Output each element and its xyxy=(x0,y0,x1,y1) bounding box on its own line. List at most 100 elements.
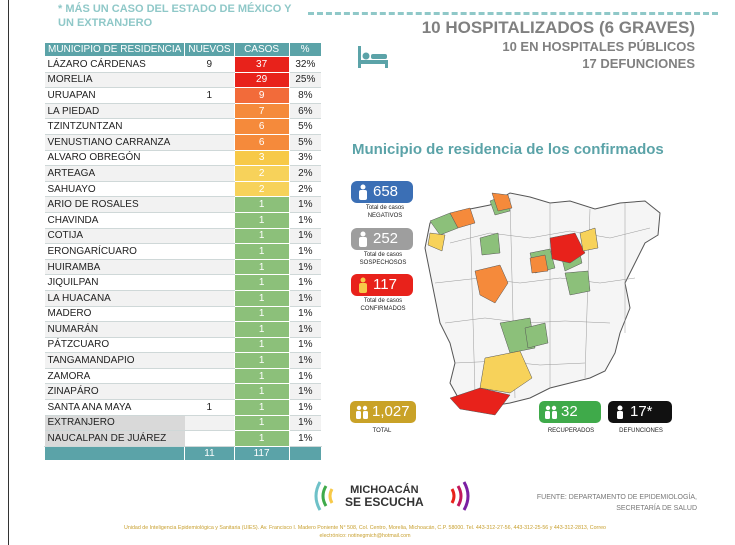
recuperados-badge: 32 xyxy=(539,401,601,423)
municipio-cell: EXTRANJERO xyxy=(44,415,185,432)
nuevos-cell: 1 xyxy=(184,399,235,416)
nuevos-cell xyxy=(184,415,235,432)
table-row: CHAVINDA 1 1% xyxy=(44,211,322,229)
table-row: ERONGARÍCUARO 1 1% xyxy=(44,243,322,260)
publicos-text: 10 EN HOSPITALES PÚBLICOS xyxy=(502,39,695,54)
pct-cell: 1% xyxy=(289,212,322,229)
casos-cell: 1 xyxy=(233,336,290,354)
casos-cell: 1 xyxy=(233,399,290,416)
total-label xyxy=(43,445,186,461)
nuevos-cell xyxy=(184,196,235,213)
casos-cell: 1 xyxy=(233,196,290,213)
nuevos-cell: 1 xyxy=(184,87,235,104)
michoacan-map xyxy=(424,192,661,416)
casos-cell: 37 xyxy=(233,56,290,73)
table-row: MADERO 1 1% xyxy=(44,305,322,323)
sospechosos-badge: 252 xyxy=(351,228,413,250)
recuperados-caption: RECUPERADOS xyxy=(547,428,595,434)
recuperados-value: 32 xyxy=(561,403,578,420)
casos-cell: 3 xyxy=(233,149,290,167)
municipio-cell: VENUSTIANO CARRANZA xyxy=(44,134,185,151)
negativos-badge: 658 xyxy=(351,181,413,203)
municipio-cell: NUMARÁN xyxy=(44,321,185,338)
pct-cell: 1% xyxy=(289,228,322,245)
table-row: SANTA ANA MAYA 1 1 1% xyxy=(44,399,322,416)
footer-line2: electrónico: notinegmich@hotmail.com xyxy=(319,533,411,539)
table-row: EXTRANJERO 1 1% xyxy=(44,414,322,432)
pct-cell: 32% xyxy=(289,56,322,73)
negativos-caption: Total de casos NEGATIVOS xyxy=(365,205,405,219)
sospechosos-value: 252 xyxy=(373,230,399,247)
pct-cell: 1% xyxy=(289,430,322,447)
nuevos-cell xyxy=(184,243,235,260)
note-text: * MÁS UN CASO DEL ESTADO DE MÉXICO Y UN … xyxy=(58,3,292,29)
person-icon xyxy=(359,184,367,200)
pct-cell: 1% xyxy=(289,321,322,338)
table-row: PÁTZCUARO 1 1% xyxy=(44,336,322,354)
total-pct xyxy=(288,445,322,461)
pct-cell: 8% xyxy=(289,87,322,104)
footer-line1: Unidad de Inteligencia Epidemiológica y … xyxy=(124,525,606,531)
table-row: LA PIEDAD 7 6% xyxy=(44,102,322,120)
defunciones-text: 17 DEFUNCIONES xyxy=(582,56,695,71)
sospechosos-caption: Total de casos SOSPECHOSOS xyxy=(359,252,407,266)
map-title: Municipio de residencia de los confirmad… xyxy=(352,141,664,158)
header-pct: % xyxy=(288,42,322,57)
casos-cell: 2 xyxy=(233,180,290,198)
pct-cell: 2% xyxy=(289,181,322,198)
table-row: HUIRAMBA 1 1% xyxy=(44,258,322,276)
nuevos-cell xyxy=(184,321,235,338)
total-casos: 117 xyxy=(233,445,290,461)
table-row: ARTEAGA 2 2% xyxy=(44,165,322,182)
nuevos-cell xyxy=(184,165,235,182)
nuevos-cell xyxy=(184,228,235,245)
pct-cell: 1% xyxy=(289,290,322,307)
table-row: COTIJA 1 1% xyxy=(44,227,322,245)
casos-cell: 9 xyxy=(233,87,290,104)
table-row: MORELIA 29 25% xyxy=(44,71,322,89)
nuevos-cell xyxy=(184,383,235,401)
nuevos-cell xyxy=(184,212,235,229)
table-row: TZINTZUNTZAN 6 5% xyxy=(44,118,322,135)
pct-cell: 6% xyxy=(289,103,322,120)
casos-cell: 1 xyxy=(233,227,290,245)
defunciones-caption: DEFUNCIONES xyxy=(619,428,663,434)
casos-cell: 1 xyxy=(233,289,290,307)
confirmados-value: 117 xyxy=(373,276,397,293)
casos-cell: 7 xyxy=(233,102,290,120)
table-row: NUMARÁN 1 1% xyxy=(44,321,322,338)
footer-text: Unidad de Inteligencia Epidemiológica y … xyxy=(40,524,690,540)
total-badge: 1,027 xyxy=(350,401,416,423)
table-row: JIQUILPAN 1 1% xyxy=(44,274,322,291)
hospitalizados-text: 10 HOSPITALIZADOS (6 GRAVES) xyxy=(421,18,695,37)
casos-cell: 1 xyxy=(233,430,290,447)
total-caption: TOTAL xyxy=(372,428,392,434)
municipio-cell: SAHUAYO xyxy=(44,181,185,198)
person-icon xyxy=(617,405,623,419)
pct-cell: 1% xyxy=(289,274,322,291)
casos-cell: 1 xyxy=(233,414,290,432)
municipio-cell: MORELIA xyxy=(44,72,185,89)
municipio-cell: LA HUACANA xyxy=(44,290,185,307)
casos-cell: 1 xyxy=(233,383,290,401)
municipio-cell: TANGAMANDAPIO xyxy=(44,352,185,369)
casos-cell: 6 xyxy=(233,118,290,135)
pct-cell: 2% xyxy=(289,165,322,182)
pct-cell: 5% xyxy=(289,118,322,135)
nuevos-cell xyxy=(184,118,235,135)
table-row: ARIO DE ROSALES 1 1% xyxy=(44,196,322,213)
source-text: FUENTE: DEPARTAMENTO DE EPIDEMIOLOGÍA, S… xyxy=(537,492,697,514)
municipio-cell: CHAVINDA xyxy=(44,212,185,229)
defunciones-value: 17* xyxy=(630,403,653,420)
table-row: VENUSTIANO CARRANZA 6 5% xyxy=(44,133,322,151)
pct-cell: 1% xyxy=(289,259,322,276)
table-row: NAUCALPAN DE JUÁREZ 1 1% xyxy=(44,430,322,447)
table-row: ZINAPÁRO 1 1% xyxy=(44,383,322,401)
nuevos-cell xyxy=(184,337,235,354)
nuevos-cell xyxy=(184,259,235,276)
pct-cell: 1% xyxy=(289,383,322,401)
casos-cell: 2 xyxy=(233,165,290,182)
casos-cell: 1 xyxy=(233,243,290,260)
table-row: LÁZARO CÁRDENAS 9 37 32% xyxy=(44,56,322,73)
table-row: TANGAMANDAPIO 1 1% xyxy=(44,352,322,369)
